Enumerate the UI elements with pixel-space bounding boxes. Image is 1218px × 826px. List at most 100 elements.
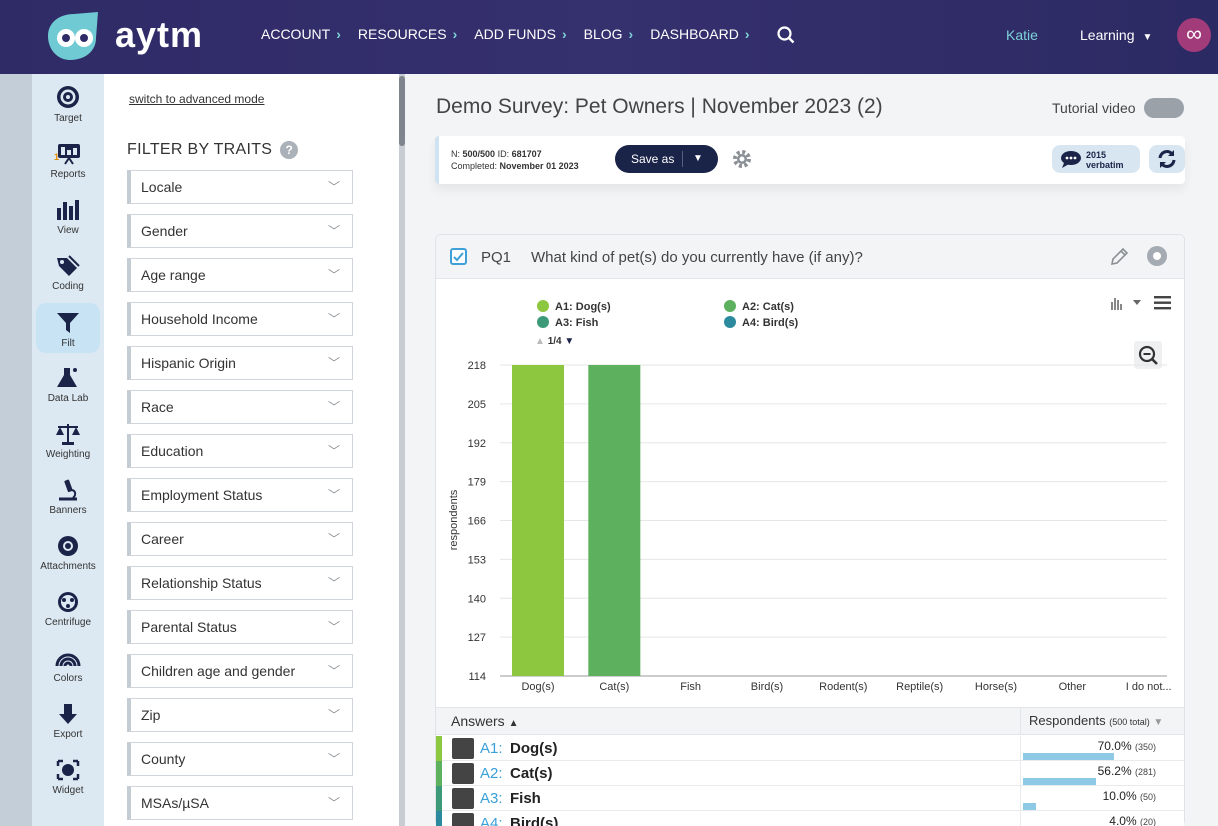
search-icon[interactable] (777, 26, 795, 44)
sidebar-item-attachments[interactable]: Attachments (32, 534, 104, 572)
sort-up-icon[interactable]: ▲ (508, 718, 519, 729)
filter-dropdown[interactable]: Zip ﹀ (127, 698, 353, 732)
user-name[interactable]: Katie (1006, 27, 1038, 43)
x-tick-label: Dog(s) (521, 681, 554, 693)
chevron-right-icon: › (336, 26, 341, 42)
sidebar-item-banners[interactable]: Banners (32, 478, 104, 516)
respondents-cell: 4.0% (20) (1020, 811, 1184, 826)
microscope-icon (59, 479, 77, 501)
answers-sort-header[interactable]: Answers ▲ (451, 713, 519, 729)
question-checkbox[interactable] (450, 248, 467, 265)
tutorial-video-icon[interactable] (1144, 98, 1184, 118)
filter-dropdown[interactable]: Education ﹀ (127, 434, 353, 468)
caret-down-icon[interactable]: ▼ (693, 153, 703, 164)
sidebar-item-widget[interactable]: Widget (32, 758, 104, 796)
flask-icon (57, 368, 77, 387)
bar[interactable] (512, 365, 564, 676)
sidebar-item-data-lab[interactable]: Data Lab (32, 366, 104, 404)
answer-code: A1: (480, 740, 503, 757)
filter-dropdown[interactable]: Age range ﹀ (127, 258, 353, 292)
sidebar-item-colors[interactable]: Colors (32, 646, 104, 684)
sidebar-item-weighting[interactable]: Weighting (32, 422, 104, 460)
y-tick-label: 205 (468, 399, 486, 411)
sidebar-item-centrifuge[interactable]: Centrifuge (32, 590, 104, 628)
legend-item[interactable]: A4: Bird(s) (724, 316, 798, 329)
filter-dropdown[interactable]: Household Income ﹀ (127, 302, 353, 336)
respondents-header[interactable]: Respondents (500 total) ▼ (1020, 708, 1184, 734)
pager-up-icon[interactable]: ▲ (535, 336, 545, 347)
filter-scrollbar[interactable] (399, 74, 405, 826)
filter-dropdown[interactable]: Hispanic Origin ﹀ (127, 346, 353, 380)
answer-row[interactable]: A1: Dog(s) 70.0% (350) (436, 736, 1184, 761)
nav-dashboard[interactable]: DASHBOARD › (650, 26, 750, 42)
filter-dropdown[interactable]: Gender ﹀ (127, 214, 353, 248)
nav-add-funds[interactable]: ADD FUNDS › (474, 26, 567, 42)
left-rail-decoration (0, 74, 32, 826)
scale-icon (56, 424, 80, 445)
answer-row[interactable]: A3: Fish 10.0% (50) (436, 786, 1184, 811)
switch-advanced-mode-link[interactable]: switch to advanced mode (129, 92, 265, 106)
answer-code: A2: (480, 765, 503, 782)
sort-down-icon[interactable]: ▼ (1153, 717, 1164, 728)
answer-image[interactable] (452, 763, 474, 784)
sidebar-item-filter[interactable]: Filt (36, 303, 100, 353)
answer-row[interactable]: A2: Cat(s) 56.2% (281) (436, 761, 1184, 786)
filter-dropdown-label: Locale (141, 179, 183, 195)
legend-item[interactable]: A3: Fish (537, 316, 598, 329)
x-tick-label: Fish (680, 681, 701, 693)
answer-percent-bar (1023, 803, 1036, 810)
chart-type-icon[interactable] (1111, 298, 1122, 310)
filter-dropdown[interactable]: Career ﹀ (127, 522, 353, 556)
legend-pager[interactable]: ▲ 1/4 ▼ (535, 336, 575, 347)
y-axis-label: respondents (448, 489, 460, 550)
filter-dropdown-label: County (141, 751, 186, 767)
pencil-icon[interactable] (1109, 247, 1129, 267)
filter-dropdown-label: Career (141, 531, 184, 547)
workspace-dropdown[interactable]: Learning ▼ (1080, 27, 1153, 43)
nav-resources[interactable]: RESOURCES › (357, 26, 458, 42)
caret-down-icon: ▼ (1142, 32, 1153, 43)
bar[interactable] (588, 365, 641, 676)
filter-dropdown-label: Zip (141, 707, 161, 723)
nav-blog[interactable]: BLOG › (583, 26, 634, 42)
chevron-right-icon: › (744, 26, 750, 42)
filter-scrollbar-thumb[interactable] (399, 76, 405, 146)
question-options-icon[interactable] (1147, 246, 1167, 266)
filter-dropdown[interactable]: Race ﹀ (127, 390, 353, 424)
hamburger-menu-icon[interactable] (1154, 296, 1171, 310)
sidebar-item-export[interactable]: Export (32, 702, 104, 740)
filter-dropdown[interactable]: Children age and gender ﹀ (127, 654, 353, 688)
save-as-button[interactable]: Save as ▼ (615, 145, 718, 173)
refresh-button[interactable] (1149, 145, 1185, 173)
pager-down-icon[interactable]: ▼ (564, 336, 575, 347)
filter-dropdown[interactable]: Relationship Status ﹀ (127, 566, 353, 600)
aytm-logo-icon[interactable] (40, 8, 106, 64)
nav-account[interactable]: ACCOUNT › (261, 26, 341, 42)
caret-down-icon[interactable] (1133, 300, 1141, 305)
answer-label: Dog(s) (510, 740, 558, 757)
filter-dropdown[interactable]: County ﹀ (127, 742, 353, 776)
answer-image[interactable] (452, 813, 474, 826)
sidebar-item-target[interactable]: Target (32, 84, 104, 124)
tutorial-video-link[interactable]: Tutorial video (1052, 100, 1136, 116)
question-header (436, 235, 1184, 279)
answer-image[interactable] (452, 738, 474, 759)
legend-item[interactable]: A1: Dog(s) (537, 300, 611, 313)
infinity-icon[interactable]: ∞ (1177, 18, 1211, 52)
sidebar-item-reports[interactable]: 1 Reports (32, 142, 104, 180)
help-icon[interactable]: ? (280, 141, 299, 159)
sidebar-item-coding[interactable]: Coding (32, 254, 104, 292)
filter-dropdown[interactable]: Parental Status ﹀ (127, 610, 353, 644)
filter-dropdown[interactable]: Employment Status ﹀ (127, 478, 353, 512)
zoom-out-button[interactable] (1134, 341, 1162, 369)
sidebar-item-view[interactable]: View (32, 198, 104, 236)
answer-image[interactable] (452, 788, 474, 809)
answer-row[interactable]: A4: Bird(s) 4.0% (20) (436, 811, 1184, 826)
filter-dropdown-label: Employment Status (141, 487, 263, 503)
filter-dropdown[interactable]: MSAs/µSA ﹀ (127, 786, 353, 820)
legend-item[interactable]: A2: Cat(s) (724, 300, 794, 313)
filter-dropdown[interactable]: Locale ﹀ (127, 170, 353, 204)
answer-code: A3: (480, 790, 503, 807)
chart-type-menu[interactable] (1110, 294, 1174, 312)
gear-icon[interactable] (731, 148, 753, 170)
